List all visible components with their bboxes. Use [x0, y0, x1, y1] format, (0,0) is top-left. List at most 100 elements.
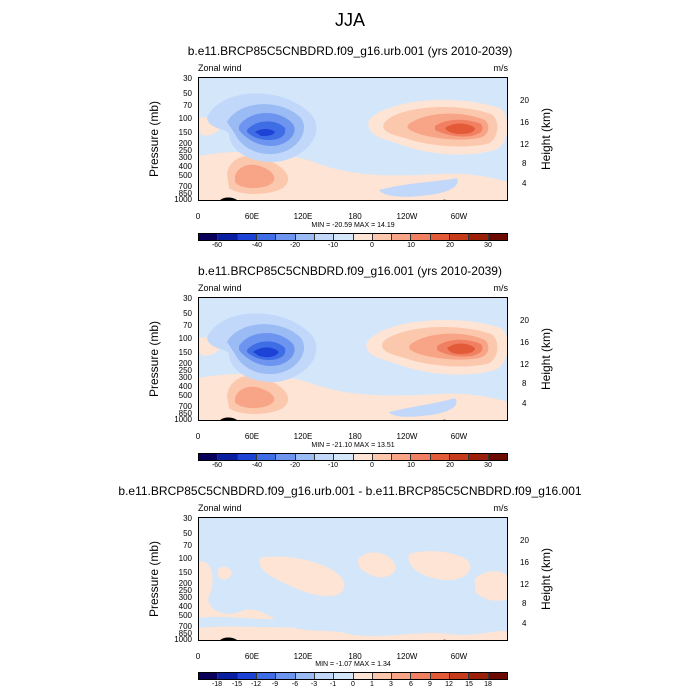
panel-3-minmax: MIN = -1.07 MAX = 1.34 [315, 661, 391, 668]
panel-2-right-axis-label: Height (km) [539, 328, 553, 391]
panel-1-pressure-tick: 300 [178, 153, 192, 162]
panel-2-colorbar-label: 30 [484, 462, 492, 469]
panel-2-height-tick: 8 [522, 379, 527, 388]
panel-1-pressure-tick: 70 [183, 101, 192, 110]
panel-1-height-tick: 16 [520, 118, 529, 127]
panel-1-pressure-tick: 700 [178, 182, 192, 191]
colorbar-swatch [372, 234, 393, 240]
panel-3-colorbar-label: -18 [211, 681, 223, 688]
colorbar-swatch [430, 234, 451, 240]
panel-2-pressure-tick: 400 [178, 382, 192, 391]
colorbar-swatch [488, 673, 507, 679]
panel-2-title: b.e11.BRCP85C5CNBDRD.f09_g16.001 (yrs 20… [198, 264, 502, 278]
panel-1-pressure-tick: 500 [178, 171, 192, 180]
colorbar-swatch [488, 454, 507, 460]
panel-3-height-tick: 8 [522, 599, 527, 608]
panel-1-pressure-tick: 1000 [174, 195, 192, 204]
panel-3-lon-tick: 60W [450, 652, 468, 661]
panel-3-colorbar-label: 3 [389, 681, 393, 688]
panel-3-pressure-tick: 70 [183, 541, 192, 550]
panel-1-pressure-tick: 400 [178, 162, 192, 171]
colorbar-swatch [256, 454, 277, 460]
panel-2-colorbar-label: 20 [446, 462, 454, 469]
panel-3-pressure-tick: 200 [178, 579, 192, 588]
panel-2-colorbar-label: 10 [407, 462, 415, 469]
panel-2-units-label: m/s [493, 283, 509, 293]
panel-1-title: b.e11.BRCP85C5CNBDRD.f09_g16.urb.001 (yr… [187, 44, 513, 58]
panel-2-left-axis-label: Pressure (mb) [147, 321, 161, 398]
panel-1-left-axis-label: Pressure (mb) [147, 101, 161, 178]
panel-3-height-tick: 12 [520, 580, 529, 589]
panel-1-lon-tick: 0 [195, 212, 201, 221]
panel-3-pressure-tick: 850 [178, 629, 192, 638]
panel-1-contour-field [199, 78, 507, 200]
colorbar-swatch [411, 234, 431, 240]
panel-2-height-tick: 4 [522, 399, 527, 408]
panel-1-topography-1 [220, 197, 238, 200]
panel-3-colorbar-label: -15 [231, 681, 243, 688]
panel-3-lon-tick: 0 [195, 652, 201, 661]
panel-1-units-label: m/s [493, 63, 509, 73]
panel-1-colorbar-label: -40 [251, 242, 263, 249]
colorbar-swatch [237, 673, 257, 679]
panel-3-pressure-tick: 250 [178, 586, 192, 595]
panel-1-minmax: MIN = -20.59 MAX = 14.19 [311, 222, 395, 229]
panel-2-colorbar-label: -20 [289, 462, 301, 469]
colorbar-swatch [256, 673, 277, 679]
colorbar-swatch [256, 234, 277, 240]
panel-2-colorbar-label: -60 [211, 462, 223, 469]
panel-3-pressure-tick: 400 [178, 602, 192, 611]
colorbar-swatch [411, 673, 431, 679]
colorbar-swatch [430, 673, 451, 679]
panel-3-height-tick: 20 [520, 536, 529, 545]
panel-3-contour-field [199, 518, 507, 640]
panel-2-height-tick: 16 [520, 338, 529, 347]
colorbar-swatch [199, 234, 219, 240]
panel-1-pressure-tick: 150 [178, 128, 192, 137]
panel-3-title: b.e11.BRCP85C5CNBDRD.f09_g16.urb.001 - b… [118, 484, 582, 498]
colorbar-swatch [450, 234, 470, 240]
colorbar-swatch [372, 673, 393, 679]
colorbar-swatch [314, 454, 335, 460]
panel-2-minmax: MIN = -21.10 MAX = 13.51 [311, 442, 395, 449]
panel-2-colorbar-label: -40 [251, 462, 263, 469]
panel-2-lon-tick: 120E [293, 432, 313, 441]
colorbar-swatch [295, 673, 315, 679]
panel-3-colorbar-label: 15 [465, 681, 473, 688]
panel-1-variable-label: Zonal wind [198, 63, 242, 73]
panel-2-pressure-tick: 250 [178, 366, 192, 375]
panel-1-pressure-tick: 50 [183, 89, 192, 98]
colorbar-swatch [392, 673, 412, 679]
panel-3-shade-pos-left [217, 566, 232, 580]
panel-3-shade-pos-mid-3 [408, 551, 471, 581]
panel-3-right-axis-label: Height (km) [539, 548, 553, 611]
colorbar-swatch [314, 234, 335, 240]
colorbar-swatch [199, 454, 219, 460]
figure-title: JJA [334, 10, 365, 30]
panel-3-colorbar-label: 12 [445, 681, 453, 688]
panel-2-topography-1 [220, 417, 238, 420]
panel-3-height-tick: 4 [522, 619, 527, 628]
panel-1-lon-tick: 120E [293, 212, 313, 221]
panel-2-pressure-tick: 30 [183, 294, 192, 303]
panel-3-shade-pos-right [475, 571, 507, 601]
panel-2-shade-easterly-5 [253, 347, 279, 358]
panel-3-plot-area [198, 517, 508, 641]
colorbar-swatch [218, 454, 238, 460]
panel-3-pressure-tick: 100 [178, 554, 192, 563]
colorbar-swatch [372, 454, 393, 460]
panel-2-pressure-tick: 300 [178, 373, 192, 382]
colorbar-swatch [218, 673, 238, 679]
panel-3-colorbar-label: 18 [484, 681, 492, 688]
panel-1-height-tick: 12 [520, 140, 529, 149]
panel-2-variable-label: Zonal wind [198, 283, 242, 293]
panel-1-height-tick: 8 [522, 159, 527, 168]
panel-2-contour-field [199, 298, 507, 420]
panel-2-pressure-tick: 500 [178, 391, 192, 400]
panel-3-pressure-tick: 300 [178, 593, 192, 602]
panel-3-colorbar-label: -1 [329, 681, 337, 688]
panel-2-pressure-tick: 70 [183, 321, 192, 330]
colorbar-swatch [353, 234, 373, 240]
panel-2-topography-2 [443, 419, 446, 420]
panel-3-height-tick: 16 [520, 558, 529, 567]
